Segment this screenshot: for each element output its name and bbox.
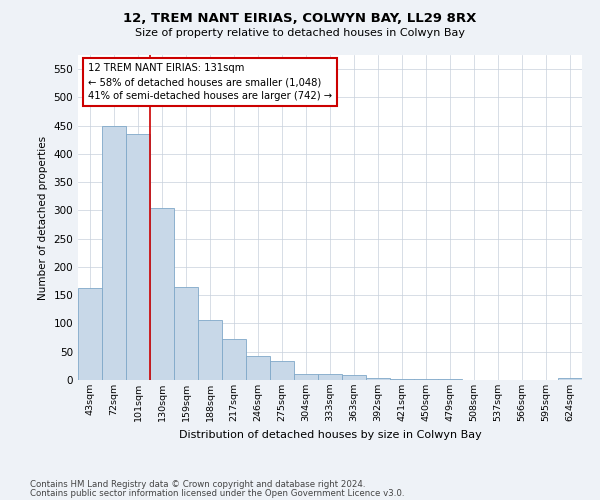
X-axis label: Distribution of detached houses by size in Colwyn Bay: Distribution of detached houses by size … — [179, 430, 481, 440]
Bar — [78, 288, 102, 380]
Text: Size of property relative to detached houses in Colwyn Bay: Size of property relative to detached ho… — [135, 28, 465, 38]
Bar — [294, 374, 318, 380]
Bar — [342, 376, 366, 380]
Text: 12, TREM NANT EIRIAS, COLWYN BAY, LL29 8RX: 12, TREM NANT EIRIAS, COLWYN BAY, LL29 8… — [124, 12, 476, 26]
Bar — [270, 362, 294, 380]
Bar — [198, 320, 222, 380]
Text: Contains public sector information licensed under the Open Government Licence v3: Contains public sector information licen… — [30, 488, 404, 498]
Bar — [174, 286, 198, 380]
Bar — [150, 208, 174, 380]
Bar — [102, 126, 126, 380]
Bar — [414, 379, 438, 380]
Bar — [390, 379, 414, 380]
Text: 12 TREM NANT EIRIAS: 131sqm
← 58% of detached houses are smaller (1,048)
41% of : 12 TREM NANT EIRIAS: 131sqm ← 58% of det… — [88, 63, 332, 101]
Bar — [366, 378, 390, 380]
Bar — [558, 378, 582, 380]
Bar — [318, 374, 342, 380]
Bar — [126, 134, 150, 380]
Y-axis label: Number of detached properties: Number of detached properties — [38, 136, 48, 300]
Bar — [246, 356, 270, 380]
Bar — [222, 338, 246, 380]
Text: Contains HM Land Registry data © Crown copyright and database right 2024.: Contains HM Land Registry data © Crown c… — [30, 480, 365, 489]
